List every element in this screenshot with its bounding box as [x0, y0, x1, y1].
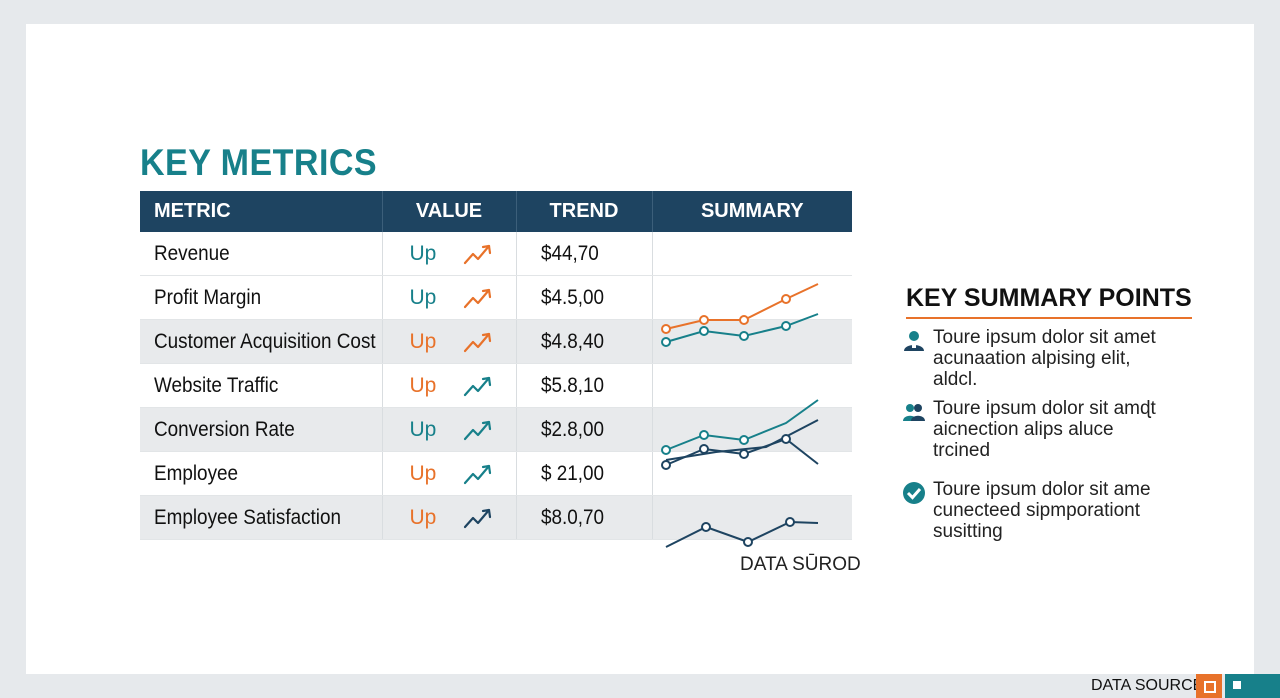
table-row: Employee Satisfaction Up $8.0,70: [140, 495, 852, 540]
sparkline-point: [661, 445, 671, 455]
table-row: Website Traffic Up $5.8,10: [140, 363, 852, 408]
cell-metric: Employee Satisfaction: [140, 495, 383, 540]
summary-item-text: Toure ipsum dolor sit ame cunecteed sipm…: [933, 479, 1151, 542]
cell-trend: $8.0,70: [516, 495, 653, 540]
table-row: Employee Up $ 21,00: [140, 451, 852, 496]
sparkline-point: [701, 522, 711, 532]
data-source-label: DATA SŪROD: [740, 554, 861, 575]
sparkline-group-profit: [661, 283, 819, 347]
cell-trend: $5.8,10: [516, 363, 653, 408]
sparkline-point: [739, 315, 749, 325]
cell-value: Up: [382, 275, 517, 320]
cell-trend: $44,70: [516, 232, 653, 276]
sparkline-point: [785, 517, 795, 527]
cell-metric: Website Traffic: [140, 363, 383, 408]
summary-item-text: Toure ipsum dolor sit amet acunaation al…: [933, 327, 1156, 390]
cell-summary: [652, 407, 852, 452]
sparkline-point: [739, 331, 749, 341]
footer-source-label: DATA SOURCE: [1091, 677, 1204, 694]
table-row: Profit Margin Up $4.5,00: [140, 275, 852, 320]
column-header-trend: TREND: [516, 191, 653, 232]
trend-arrow-icon: [463, 287, 493, 309]
value-status: Up: [409, 330, 437, 353]
sparkline-point: [739, 449, 749, 459]
sparkline-point: [743, 537, 753, 547]
table-row: Revenue Up $44,70: [140, 232, 852, 276]
value-status: Up: [409, 286, 437, 309]
trend-arrow-icon: [463, 419, 493, 441]
cell-metric: Conversion Rate: [140, 407, 383, 452]
cell-summary: [652, 363, 852, 408]
cell-metric: Revenue: [140, 232, 383, 276]
cell-trend: $ 21,00: [516, 451, 653, 496]
cell-value: Up: [382, 451, 517, 496]
column-header-metric: METRIC: [140, 191, 383, 232]
sparkline-point: [781, 434, 791, 444]
summary-title: KEY SUMMARY POINTS: [906, 284, 1192, 319]
value-status: Up: [409, 242, 437, 265]
cell-summary: [652, 232, 852, 276]
column-header-value: VALUE: [382, 191, 517, 232]
sparkline-point: [781, 294, 791, 304]
sparkline-navy: [665, 520, 819, 548]
summary-sparklines: [661, 283, 819, 548]
sparkline-point: [699, 430, 709, 440]
value-status: Up: [409, 374, 437, 397]
value-status: Up: [409, 462, 437, 485]
cell-value: Up: [382, 495, 517, 540]
cell-metric: Customer Acquisition Cost: [140, 319, 383, 364]
trend-arrow-icon: [463, 463, 493, 485]
person-icon: [904, 331, 924, 351]
page-title: KEY METRICS: [140, 142, 378, 183]
people-icon: [903, 404, 925, 421]
cell-value: Up: [382, 407, 517, 452]
value-status: Up: [409, 418, 437, 441]
sparkline-group-satisfaction: [665, 517, 819, 548]
slide: KEY METRICS METRIC VALUE TREND SUMMARY R…: [26, 24, 1254, 674]
sparkline-point: [661, 324, 671, 334]
sparkline-point: [739, 435, 749, 445]
cell-trend: $4.8,40: [516, 319, 653, 364]
sparkline-point: [699, 326, 709, 336]
summary-item-text: Toure ipsum dolor sit amɖt aicnection al…: [933, 398, 1156, 461]
sparkline-group-conversion: [661, 399, 819, 470]
sparkline-point: [661, 460, 671, 470]
table-row: Conversion Rate Up $2.8,00: [140, 407, 852, 452]
column-header-summary: SUMMARY: [652, 191, 852, 232]
checkmark-icon: [903, 482, 925, 504]
trend-arrow-icon: [463, 243, 493, 265]
trend-arrow-icon: [463, 375, 493, 397]
cell-value: Up: [382, 232, 517, 276]
table-row: Customer Acquisition Cost Up $4.8,40: [140, 319, 852, 364]
cell-summary: [652, 495, 852, 540]
sparkline-point: [699, 444, 709, 454]
cell-summary: [652, 275, 852, 320]
cell-value: Up: [382, 319, 517, 364]
cell-value: Up: [382, 363, 517, 408]
cell-trend: $4.5,00: [516, 275, 653, 320]
trend-arrow-icon: [463, 331, 493, 353]
sparkline-point: [781, 321, 791, 331]
table-header-row: METRIC VALUE TREND SUMMARY: [140, 191, 852, 232]
sparkline-point: [699, 315, 709, 325]
sparkline-navy-2: [665, 419, 819, 461]
value-status: Up: [409, 506, 437, 529]
footer-square-orange: [1196, 674, 1222, 698]
sparkline-point: [661, 337, 671, 347]
cell-summary: [652, 319, 852, 364]
footer-square-teal: [1225, 674, 1280, 698]
metrics-table: METRIC VALUE TREND SUMMARY Revenue Up $44,…: [140, 191, 852, 540]
cell-trend: $2.8,00: [516, 407, 653, 452]
trend-arrow-icon: [463, 507, 493, 529]
cell-summary: [652, 451, 852, 496]
cell-metric: Profit Margin: [140, 275, 383, 320]
cell-metric: Employee: [140, 451, 383, 496]
